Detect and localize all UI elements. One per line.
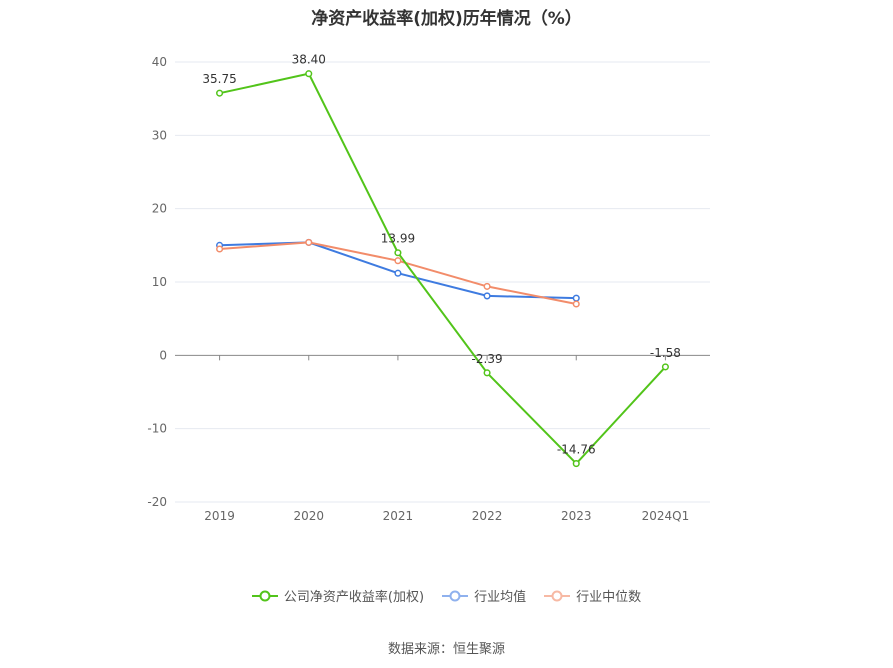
y-tick-label: -10 [147,422,167,436]
legend-item-industry-median[interactable]: 行业中位数 [544,586,641,605]
data-label: -2.39 [472,352,503,366]
y-tick-label: 30 [152,128,167,142]
legend-label-company-roe: 公司净资产收益率(加权) [283,590,425,605]
y-tick-label: 20 [152,202,167,216]
data-point [661,363,669,371]
series-line-0 [219,72,667,466]
x-tick-label: 2023 [561,509,592,523]
data-point [572,460,580,468]
legend-item-company-roe[interactable]: 公司净资产收益率(加权) [251,586,425,605]
data-label: 13.99 [381,232,415,246]
data-point [483,292,491,300]
legend-blue-marker-icon [442,590,469,601]
data-point [394,249,402,257]
legend-item-industry-mean[interactable]: 行业均值 [442,586,526,605]
x-tick-label: 2020 [293,509,324,523]
data-label: -1.58 [650,346,681,360]
chart-title: 净资产收益率(加权)历年情况（%） [311,9,582,29]
y-tick-label: 40 [152,55,167,69]
legend-label-industry-mean: 行业均值 [474,590,527,605]
data-point [483,282,491,290]
x-tick-label: 2019 [204,509,235,523]
data-point [394,257,402,265]
data-point [305,70,313,78]
data-point [483,369,491,377]
data-point [216,89,224,97]
legend: 公司净资产收益率(加权) 行业均值 行业中位数 [0,586,893,605]
data-point [572,294,580,302]
legend-label-industry-median: 行业中位数 [576,590,642,605]
x-tick-label: 2024Q1 [642,509,690,523]
data-source-note: 数据来源：恒生聚源 [387,642,505,657]
data-point [394,269,402,277]
data-point [216,245,224,253]
data-label: 38.40 [292,53,326,67]
data-label: -14.76 [557,443,596,457]
y-tick-label: 0 [159,348,167,362]
x-tick-label: 2021 [383,509,414,523]
x-tick-label: 2022 [472,509,503,523]
data-point [305,238,313,246]
legend-orange-marker-icon [544,590,571,601]
data-point [572,300,580,308]
y-tick-label: -20 [147,495,167,509]
data-label: 35.75 [202,72,236,86]
legend-green-marker-icon [251,590,278,601]
y-tick-label: 10 [152,275,167,289]
